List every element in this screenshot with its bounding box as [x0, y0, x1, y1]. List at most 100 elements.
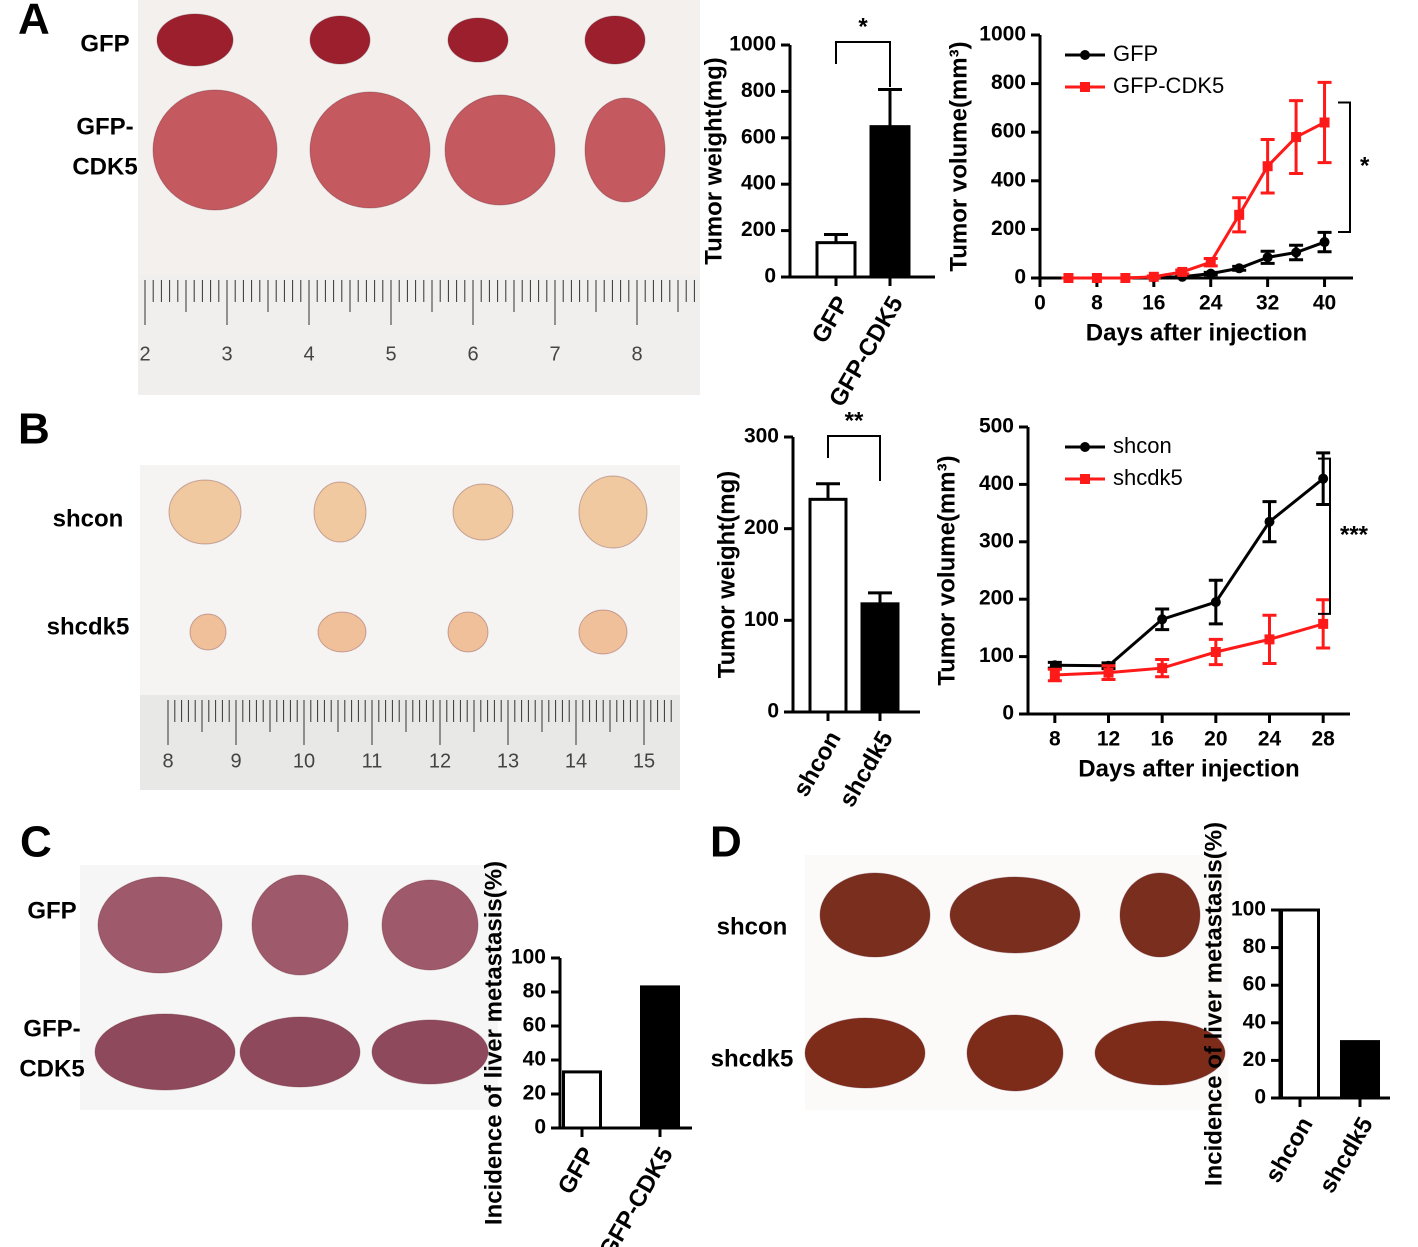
significance-bracket	[1338, 101, 1351, 234]
y-tick-label: 100	[511, 946, 546, 969]
photo-label: GFP-	[23, 1015, 80, 1042]
y-tick-label: 40	[1243, 1010, 1266, 1033]
x-tick-label: 24	[1199, 292, 1223, 315]
x-tick-label: 28	[1311, 728, 1335, 751]
error-bar	[878, 88, 902, 127]
legend-label: GFP-CDK5	[1113, 73, 1224, 98]
specimen	[584, 15, 646, 65]
photo-label: GFP-	[76, 113, 133, 140]
y-tick-label: 60	[1243, 973, 1266, 996]
ruler-number: 14	[565, 750, 587, 772]
y-tick-label: 300	[744, 425, 779, 448]
marker	[1264, 516, 1275, 527]
y-tick-label: 200	[741, 218, 776, 241]
specimen	[371, 1019, 489, 1085]
bar	[808, 497, 848, 714]
marker	[1318, 473, 1329, 484]
marker	[1234, 209, 1245, 220]
marker	[1120, 273, 1131, 283]
specimen	[584, 97, 666, 203]
marker	[1319, 237, 1330, 248]
specimen	[949, 876, 1081, 954]
marker	[1210, 647, 1221, 658]
y-tick-label: 0	[1254, 1086, 1266, 1109]
y-tick-label: 100	[979, 644, 1014, 667]
y-tick-label: 600	[991, 120, 1026, 143]
bar	[562, 1070, 602, 1130]
marker	[1157, 663, 1168, 674]
y-tick-label: 400	[991, 168, 1026, 191]
x-tick-label: 20	[1204, 728, 1227, 751]
bar	[869, 125, 911, 279]
photo-label: CDK5	[72, 153, 137, 180]
y-tick-label: 40	[523, 1048, 546, 1071]
y-axis-label: Incidence of liver metastasis(%)	[480, 861, 507, 1225]
specimen	[804, 1017, 926, 1089]
marker	[1319, 117, 1330, 128]
significance-label: *	[858, 13, 868, 40]
x-tick-label: 12	[1097, 728, 1120, 751]
ruler-number: 8	[631, 343, 642, 365]
photo-label: shcdk5	[711, 1045, 794, 1072]
specimen	[1119, 872, 1201, 958]
y-tick-label: 1000	[729, 33, 776, 56]
y-tick-label: 800	[991, 71, 1026, 94]
specimen	[309, 15, 371, 65]
marker	[1080, 474, 1090, 484]
error-bar	[868, 591, 892, 604]
legend-label: GFP	[1113, 41, 1158, 66]
ruler	[140, 695, 680, 790]
x-tick-label: 16	[1142, 292, 1165, 315]
photo-label: shcon	[53, 505, 124, 532]
x-tick-label: 8	[1049, 728, 1061, 751]
marker	[1262, 161, 1273, 172]
x-tick-label: 8	[1091, 292, 1103, 315]
series-line	[1068, 121, 1326, 280]
specimen	[578, 475, 648, 549]
x-tick-label: shcdk5	[1314, 1113, 1379, 1198]
y-tick-label: 300	[979, 529, 1014, 552]
panel-letter: A	[18, 0, 50, 44]
specimen	[239, 1016, 361, 1088]
ruler-number: 12	[429, 750, 451, 772]
specimen	[966, 1014, 1064, 1092]
ruler-number: 6	[467, 343, 478, 365]
marker	[1080, 82, 1090, 92]
marker	[1205, 268, 1216, 279]
significance-label: ***	[1340, 522, 1369, 549]
x-tick-label: 16	[1150, 728, 1173, 751]
x-axis-label: Days after injection	[1086, 319, 1307, 346]
marker	[1080, 442, 1090, 452]
specimen	[1094, 1020, 1226, 1086]
marker	[1291, 132, 1302, 143]
photo-label: GFP	[80, 30, 129, 57]
photo-label: shcon	[717, 913, 788, 940]
specimen	[251, 874, 349, 976]
y-tick-label: 80	[523, 980, 546, 1003]
specimen	[309, 91, 431, 209]
specimen	[578, 609, 628, 655]
y-tick-label: 1000	[979, 23, 1026, 46]
significance-bracket	[827, 435, 881, 481]
marker	[1210, 597, 1221, 608]
y-tick-label: 0	[764, 265, 776, 288]
panel-letter: B	[18, 405, 50, 454]
ruler-number: 2	[139, 343, 150, 365]
ruler	[138, 275, 700, 395]
specimen	[168, 479, 242, 545]
marker	[1049, 660, 1060, 671]
ruler-number: 3	[221, 343, 232, 365]
specimen	[444, 94, 556, 206]
x-tick-label: GFP	[553, 1143, 601, 1199]
y-tick-label: 0	[1002, 702, 1014, 725]
specimen	[94, 1013, 236, 1091]
y-axis-label: Tumor weight(mg)	[700, 57, 727, 265]
series-line	[1054, 477, 1325, 668]
significance-bracket	[1318, 457, 1331, 615]
ruler-number: 5	[385, 343, 396, 365]
x-tick-label: 0	[1034, 292, 1046, 315]
marker	[1318, 618, 1329, 629]
y-tick-label: 0	[534, 1116, 546, 1139]
y-tick-label: 400	[741, 172, 776, 195]
legend-label: shcon	[1113, 433, 1172, 458]
